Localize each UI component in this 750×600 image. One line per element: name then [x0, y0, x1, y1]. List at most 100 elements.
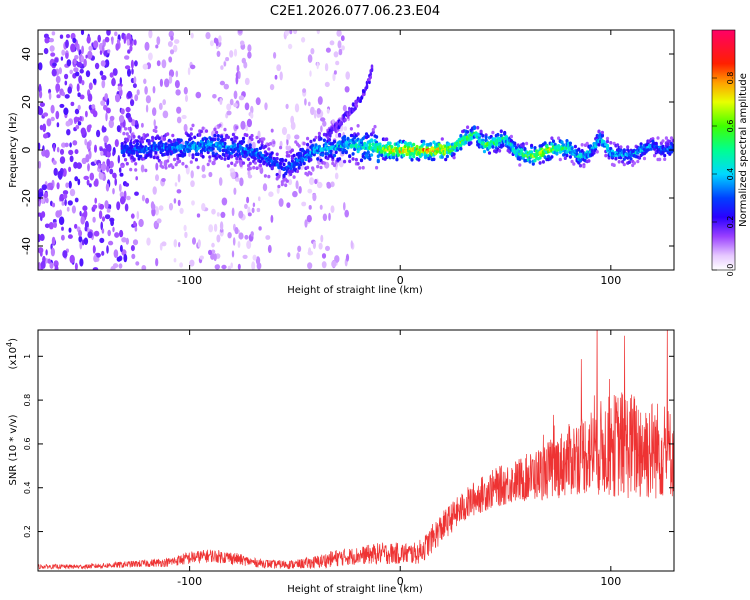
spectrogram-noise-cell — [136, 211, 140, 220]
spectrogram-noise-cell — [246, 196, 250, 204]
spectrogram-ridge-cell — [612, 163, 616, 167]
spectrogram-ridge-cell — [371, 130, 375, 134]
spectrogram-noise-cell — [47, 182, 53, 187]
spectrogram-noise-cell — [250, 112, 254, 119]
spectrogram-ridge-cell — [176, 156, 180, 161]
spectrogram-ridge-cell — [216, 137, 220, 142]
spectrogram-noise-cell — [218, 177, 223, 186]
spectrogram-noise-cell — [136, 89, 140, 96]
spectrogram-noise-cell — [101, 44, 105, 54]
spectrogram-ridge-cell — [127, 126, 131, 131]
spectrogram-ytick-label: -40 — [20, 237, 33, 255]
spectrogram-noise-cell — [322, 213, 328, 222]
spectrogram-noise-cell — [230, 262, 233, 269]
spectrogram-ridge-cell — [587, 159, 591, 163]
spectrogram-ridge-cell — [370, 132, 374, 137]
spectrogram-noise-cell — [152, 186, 157, 195]
spectrogram-panel: -100 0 100 -40 -20 0 20 40 Height of straight l… — [8, 29, 675, 296]
spectrogram-ridge-cell — [361, 165, 365, 170]
spectrogram-ridge-cell — [159, 160, 163, 165]
spectrogram-noise-cell — [329, 40, 335, 46]
spectrogram-ridge-cell — [235, 136, 239, 140]
spectrogram-noise-cell — [39, 233, 45, 241]
spectrogram-noise-cell — [350, 240, 353, 249]
spectrogram-noise-cell — [251, 141, 256, 150]
colorbar-label: Normalized spectral amplitude — [738, 73, 749, 227]
spectrogram-noise-cell — [286, 133, 291, 141]
spectrogram-noise-cell — [308, 247, 312, 256]
spectrogram-ridge-cell — [248, 161, 252, 166]
spectrogram-noise-cell — [94, 144, 97, 153]
spectrogram-noise-cell — [153, 119, 156, 127]
spectrogram-noise-cell — [276, 64, 282, 72]
spectrogram-ridge-cell — [356, 124, 360, 128]
spectrogram-noise-cell — [88, 45, 93, 52]
spectrogram-ridge-cell — [498, 149, 502, 153]
spectrogram-ridge-cell — [343, 137, 347, 142]
spectrogram-noise-cell — [161, 59, 167, 69]
spectrogram-ridge-cell — [154, 125, 158, 130]
spectrogram-ridge-cell — [245, 133, 249, 137]
spectrogram-noise-cell — [229, 98, 234, 106]
spectrogram-noise-cell — [72, 140, 78, 146]
spectrogram-noise-cell — [319, 204, 323, 210]
spectrogram-noise-cell — [252, 254, 257, 261]
spectrogram-ridge-cell — [196, 152, 200, 156]
spectrogram-noise-cell — [156, 218, 162, 224]
spectrogram-noise-cell — [326, 108, 330, 114]
spectrogram-noise-cell — [88, 82, 93, 90]
spectrogram-noise-cell — [61, 49, 66, 56]
spectrogram-noise-cell — [133, 39, 137, 46]
spectrogram-noise-cell — [77, 121, 82, 126]
spectrogram-ridge-cell — [125, 132, 129, 136]
spectrogram-ridge-cell — [204, 129, 209, 133]
spectrogram-noise-cell — [220, 211, 226, 218]
spectrogram-ridge-cell — [481, 138, 485, 143]
spectrogram-ridge-cell — [412, 142, 416, 147]
spectrogram-ridge-cell — [140, 139, 145, 144]
spectrogram-noise-cell — [116, 201, 121, 211]
spectrogram-ridge-cell — [194, 157, 198, 162]
spectrogram-ridge-cell — [250, 137, 254, 142]
spectrogram-noise-cell — [267, 244, 272, 254]
spectrogram-ridge-cell — [309, 154, 313, 158]
spectrogram-noise-cell — [79, 116, 83, 121]
spectrogram-noise-cell — [121, 237, 127, 243]
spectrogram-ridge-cell — [582, 164, 586, 169]
spectrogram-noise-cell — [81, 45, 84, 55]
spectrogram-ridge-cell — [154, 151, 158, 155]
spectrogram-noise-cell — [170, 35, 174, 41]
spectrogram-ridge-cell — [371, 127, 375, 132]
spectrogram-ridge-cell — [503, 132, 507, 136]
spectrogram-ridge-cell — [188, 148, 192, 153]
spectrogram-noise-cell — [326, 183, 332, 189]
spectrogram-ridge-cell — [201, 155, 205, 159]
spectrogram-noise-cell — [223, 83, 229, 90]
spectrogram-noise-cell — [77, 104, 81, 111]
spectrogram-ridge-cell — [626, 145, 630, 149]
spectrogram-noise-cell — [258, 226, 262, 231]
snr-ytick-label: 0.2 — [23, 525, 32, 538]
spectrogram-ridge-cell — [578, 163, 583, 168]
spectrogram-ridge-cell — [375, 135, 379, 139]
spectrogram-noise-cell — [320, 117, 326, 122]
spectrogram-noise-cell — [238, 210, 244, 219]
spectrogram-ridge-cell — [309, 139, 313, 144]
spectrogram-noise-cell — [279, 71, 283, 81]
spectrogram-noise-cell — [135, 120, 138, 126]
spectrogram-ridge-cell — [285, 150, 289, 155]
spectrogram-ridge-cell — [597, 129, 601, 134]
spectrogram-branch-cell — [368, 80, 371, 85]
spectrogram-noise-cell — [72, 37, 77, 44]
spectrogram-noise-cell — [83, 175, 89, 180]
spectrogram-ridge-cell — [284, 183, 288, 188]
spectrogram-ridge-cell — [504, 135, 508, 139]
spectrogram-noise-cell — [77, 92, 81, 97]
spectrogram-noise-cell — [336, 30, 342, 37]
spectrogram-ridge-cell — [656, 136, 660, 140]
spectrogram-ridge-cell — [302, 141, 306, 146]
spectrogram-ridge-cell — [523, 147, 527, 151]
spectrogram-ridge-cell — [309, 157, 313, 162]
spectrogram-ridge-cell — [466, 125, 470, 129]
spectrogram-ridge-cell — [233, 143, 237, 147]
